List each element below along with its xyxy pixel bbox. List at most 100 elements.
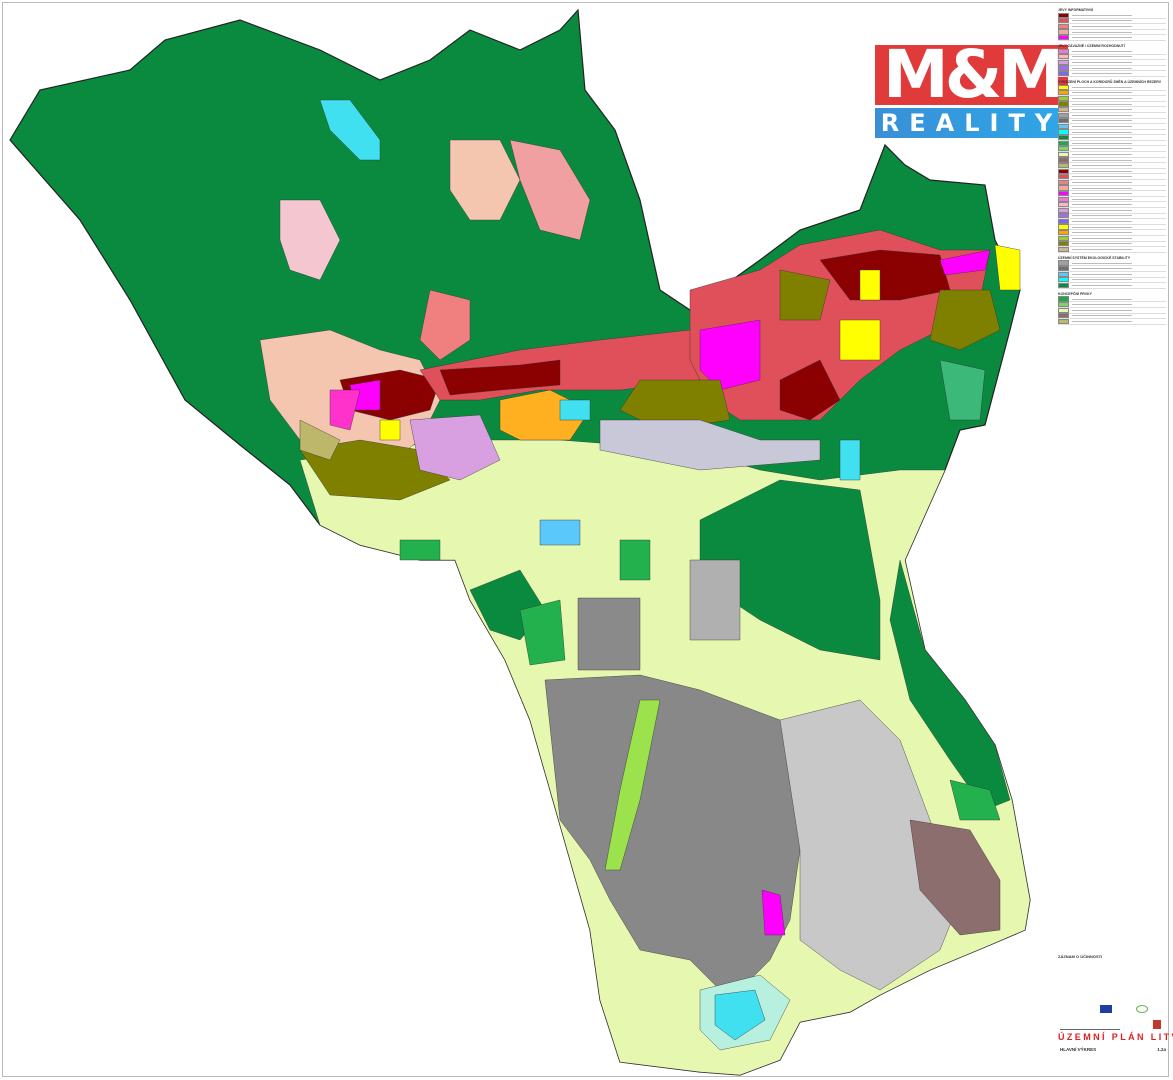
legend-swatch [1058,260,1069,266]
legend-row [1058,230,1166,236]
legend-row [1058,213,1166,220]
legend-text-line [1072,20,1132,22]
legend-row [1058,296,1166,303]
map-legend: JEVY INFORMATIVNÍ JEVY ZÁVAZNÉ / ÚZEMNÍ R… [1058,5,1166,325]
legend-swatch [1058,157,1069,163]
transport-area [599,419,821,471]
legend-row [1058,307,1166,314]
title-block: ZÁZNAM O ÚČINNOSTI ÚZEMNÍ PLÁN LITVÍNOV … [1058,950,1173,1075]
legend-text-line [1072,268,1132,270]
legend-text-line [1072,315,1132,317]
legend-row [1058,101,1166,108]
legend-swatch [1058,196,1069,202]
legend-row [1058,123,1166,130]
legend-row [1058,146,1166,153]
legend-swatch [1058,246,1069,253]
program-logo-icon [1136,1005,1148,1013]
brownfield-area [909,819,1001,936]
garden-allotments-west-2 [419,289,471,361]
legend-swatch [1058,235,1069,241]
legend-swatch [1058,224,1069,230]
legend-text-line [1072,98,1132,99]
legend-text-line [1072,148,1132,150]
legend-swatch [1058,35,1069,41]
legend-text-line [1072,209,1132,211]
industrial-area-chemical [544,674,811,1001]
leisure-area [409,414,501,481]
legend-row [1058,151,1166,158]
legend-row [1058,185,1166,192]
legend-swatch [1058,202,1069,208]
legend-text-line [1072,73,1132,75]
legend-text-line [1072,86,1132,88]
legend-row [1058,174,1166,181]
legend-swatch [1058,118,1069,124]
legend-swatch [1058,107,1069,113]
urban-housing-dense-center [439,359,561,396]
legend-text-line [1072,109,1132,110]
legend-swatch [1058,241,1069,247]
sport-area [839,319,881,361]
legend-swatch [1058,190,1069,197]
mixed-area-3 [929,289,1001,351]
legend-text-line [1072,249,1132,250]
legend-swatch [1058,54,1069,60]
legend-row [1058,277,1166,284]
park-green-3 [949,779,1001,821]
legend-text-line [1072,193,1132,194]
legend-swatch [1058,59,1069,66]
legend-row [1058,202,1166,208]
legend-text-line [1072,67,1132,69]
legend-text-line [1072,176,1132,178]
legend-row [1058,190,1166,197]
mixed-area-1 [299,439,451,501]
legend-swatch [1058,271,1069,277]
industrial-railyard [689,559,741,641]
legend-swatch [1058,123,1069,129]
legend-row [1058,224,1166,231]
legend-text-line [1072,226,1132,228]
legend-swatch [1058,207,1069,213]
legend-row [1058,71,1166,77]
legend-swatch [1058,129,1069,135]
legend-swatch [1058,23,1069,30]
legend-swatch [1058,230,1069,236]
garden-allotments-north-2 [509,139,591,241]
urban-housing-dense-east-2 [779,359,841,421]
mm-reality-logo: M&M REALITY [875,42,1068,138]
legend-row [1058,12,1166,19]
legend-swatch [1058,151,1069,157]
legend-swatch [1058,185,1069,191]
legend-row [1058,162,1166,169]
legend-row [1058,48,1166,55]
legend-text-line [1072,137,1132,138]
logo-mark: M&M [875,42,1068,108]
legend-swatch [1058,277,1069,283]
legend-swatch [1058,318,1069,324]
legend-text-line [1072,131,1132,133]
legend-row [1058,84,1166,91]
record-heading: ZÁZNAM O ÚČINNOSTI [1058,954,1103,959]
legend-row [1058,54,1166,61]
legend-text-line [1072,298,1132,300]
legend-text-line [1072,142,1132,144]
legend-section-heading: JEVY ZÁVAZNÉ / ÚZEMNÍ ROZHODNUTÍ [1058,43,1125,48]
legend-swatch [1058,48,1069,54]
civic-area-sw [329,389,361,431]
legend-swatch [1058,112,1069,118]
legend-row [1058,59,1166,66]
sport-area-3 [994,244,1021,291]
legend-swatch [1058,162,1069,169]
legend-swatch [1058,101,1069,107]
legend-text-line [1072,232,1132,234]
legend-swatch [1058,313,1069,319]
legend-swatch [1058,140,1069,146]
legend-row [1058,65,1166,72]
legend-text-line [1072,103,1132,105]
legend-swatch [1058,95,1069,102]
water-pond-east [839,439,861,481]
legend-section-heading: KONCEPČNÍ PRVKY [1058,291,1092,296]
legend-text-line [1072,170,1132,172]
